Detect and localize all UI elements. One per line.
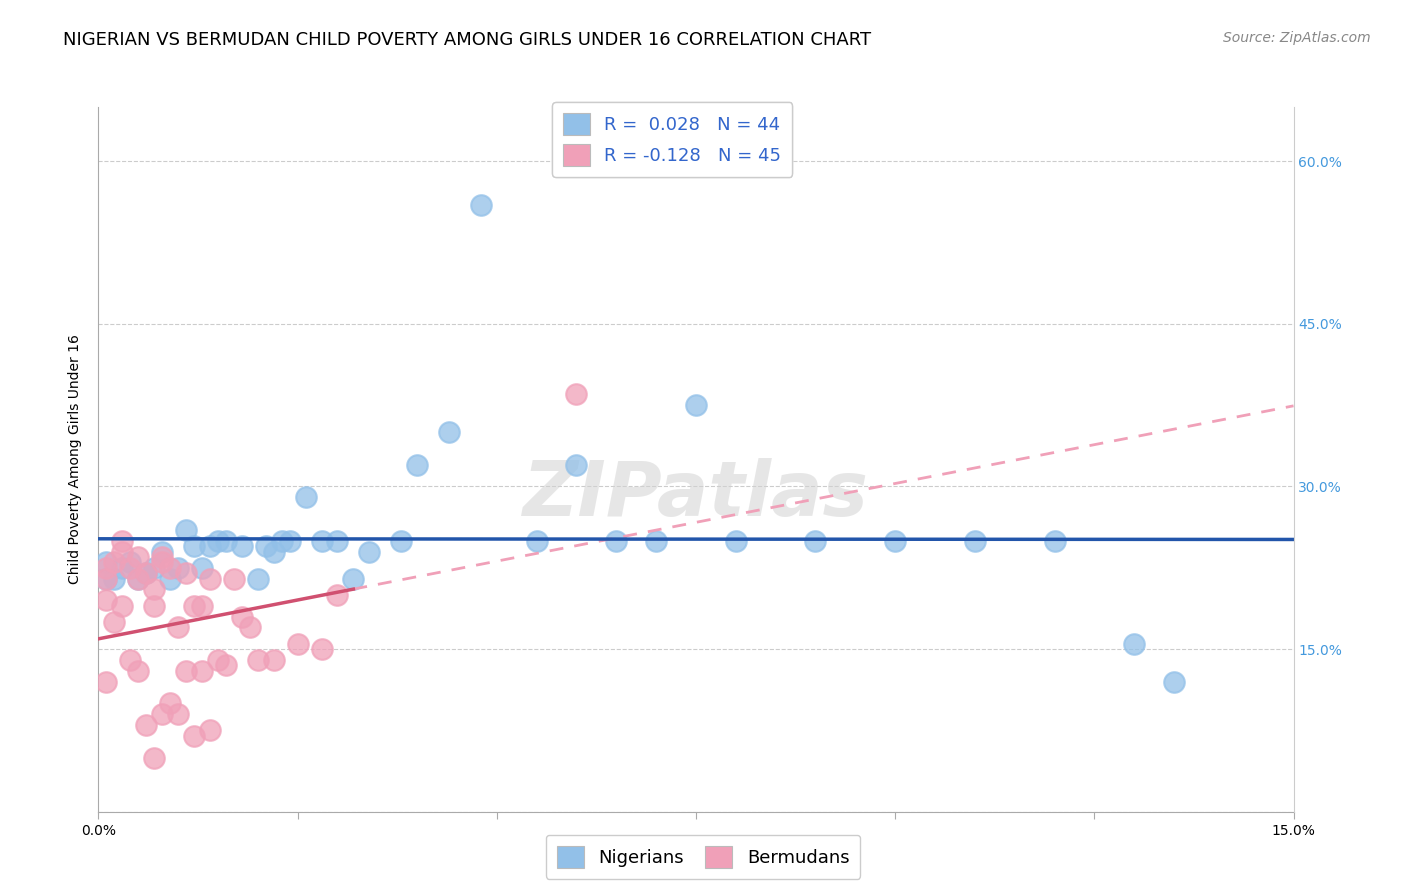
Point [159, 572, 181, 586]
Point [103, 572, 125, 586]
Point [120, 561, 142, 575]
Text: NIGERIAN VS BERMUDAN CHILD POVERTY AMONG GIRLS UNDER 16 CORRELATION CHART: NIGERIAN VS BERMUDAN CHILD POVERTY AMONG… [63, 31, 872, 49]
Y-axis label: Child Poverty Among Girls Under 16: Child Poverty Among Girls Under 16 [69, 334, 83, 584]
Text: Source: ZipAtlas.com: Source: ZipAtlas.com [1223, 31, 1371, 45]
Point [278, 533, 301, 548]
Point [96, 555, 118, 569]
Point [174, 566, 197, 581]
Point [183, 599, 205, 613]
Point [406, 458, 429, 472]
Point [565, 458, 588, 472]
Point [287, 637, 309, 651]
Point [150, 555, 173, 569]
Point [359, 544, 381, 558]
Point [326, 533, 349, 548]
Point [263, 653, 285, 667]
Point [143, 750, 166, 764]
Point [1043, 533, 1066, 548]
Point [724, 533, 747, 548]
Point [254, 539, 277, 553]
Point [135, 718, 157, 732]
Point [96, 561, 118, 575]
Point [127, 549, 149, 564]
Point [143, 599, 166, 613]
Point [804, 533, 827, 548]
Point [239, 620, 262, 634]
Point [143, 561, 166, 575]
Point [685, 398, 707, 412]
Point [143, 582, 166, 597]
Point [127, 664, 149, 678]
Point [96, 572, 118, 586]
Point [150, 549, 173, 564]
Point [215, 658, 238, 673]
Point [96, 593, 118, 607]
Point [326, 588, 349, 602]
Point [111, 599, 134, 613]
Point [174, 664, 197, 678]
Point [645, 533, 668, 548]
Point [231, 609, 253, 624]
Point [526, 533, 548, 548]
Point [198, 539, 221, 553]
Point [884, 533, 907, 548]
Point [231, 539, 253, 553]
Point [183, 539, 205, 553]
Point [111, 561, 134, 575]
Point [159, 696, 181, 710]
Legend: R =  0.028   N = 44, R = -0.128   N = 45: R = 0.028 N = 44, R = -0.128 N = 45 [553, 102, 792, 177]
Point [167, 561, 190, 575]
Point [191, 561, 214, 575]
Point [150, 707, 173, 722]
Point [120, 653, 142, 667]
Point [342, 572, 364, 586]
Point [1163, 674, 1185, 689]
Point [207, 653, 229, 667]
Point [191, 664, 214, 678]
Point [127, 572, 149, 586]
Point [135, 566, 157, 581]
Point [191, 599, 214, 613]
Point [605, 533, 627, 548]
Point [389, 533, 412, 548]
Point [96, 572, 118, 586]
Point [294, 491, 316, 505]
Point [111, 533, 134, 548]
Point [103, 555, 125, 569]
Point [183, 729, 205, 743]
Point [159, 561, 181, 575]
Text: ZIPatlas: ZIPatlas [523, 458, 869, 532]
Point [150, 544, 173, 558]
Point [437, 425, 460, 440]
Point [96, 674, 118, 689]
Legend: Nigerians, Bermudans: Nigerians, Bermudans [546, 835, 860, 879]
Point [246, 653, 269, 667]
Point [135, 566, 157, 581]
Point [470, 197, 492, 211]
Point [207, 533, 229, 548]
Point [311, 533, 333, 548]
Point [167, 707, 190, 722]
Point [311, 642, 333, 657]
Point [174, 523, 197, 537]
Point [565, 387, 588, 401]
Point [246, 572, 269, 586]
Point [963, 533, 986, 548]
Point [270, 533, 292, 548]
Point [1123, 637, 1146, 651]
Point [103, 615, 125, 629]
Point [127, 572, 149, 586]
Point [120, 555, 142, 569]
Point [198, 572, 221, 586]
Point [263, 544, 285, 558]
Point [111, 544, 134, 558]
Point [167, 620, 190, 634]
Point [198, 723, 221, 738]
Point [222, 572, 245, 586]
Point [215, 533, 238, 548]
